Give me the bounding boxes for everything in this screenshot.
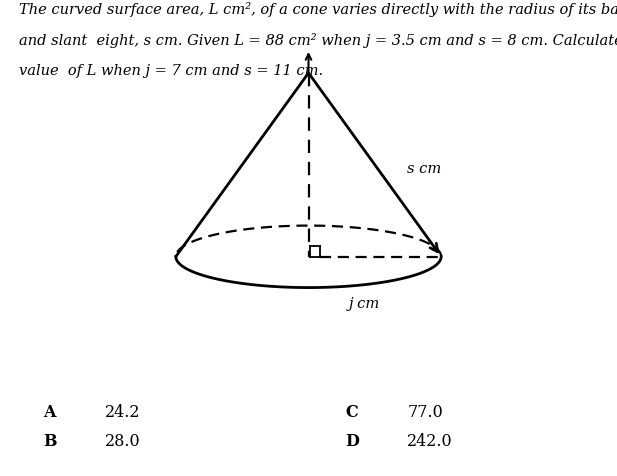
Text: The curved surface area, L cm², of a cone varies directly with the radius of its: The curved surface area, L cm², of a con… [19, 2, 617, 17]
Text: s cm: s cm [407, 162, 442, 176]
Text: B: B [43, 432, 57, 449]
Text: 242.0: 242.0 [407, 432, 453, 449]
Text: and slant  eight, s cm. Given L = 88 cm² when j = 3.5 cm and s = 8 cm. Calculate: and slant eight, s cm. Given L = 88 cm² … [19, 33, 617, 48]
Text: 77.0: 77.0 [407, 403, 443, 420]
Text: value  of L when j = 7 cm and s = 11 cm.: value of L when j = 7 cm and s = 11 cm. [19, 64, 323, 78]
Text: 24.2: 24.2 [105, 403, 141, 420]
Text: 28.0: 28.0 [105, 432, 141, 449]
Text: C: C [346, 403, 358, 420]
Text: A: A [43, 403, 56, 420]
Text: j cm: j cm [349, 296, 380, 310]
Text: D: D [346, 432, 359, 449]
